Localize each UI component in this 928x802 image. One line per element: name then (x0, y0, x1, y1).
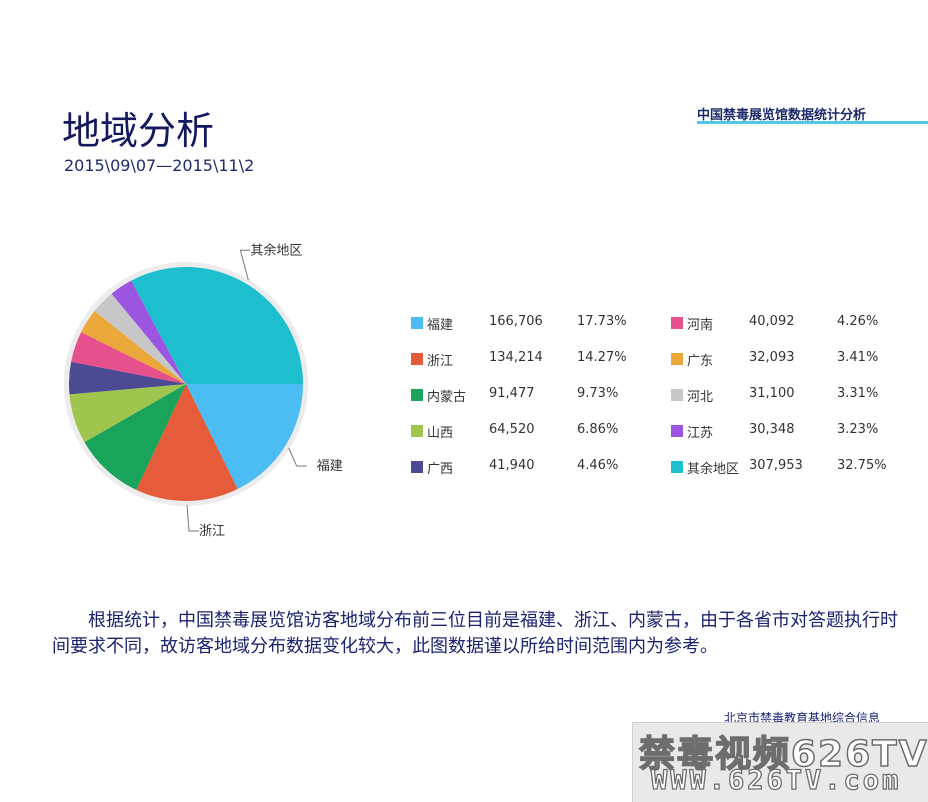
pie-slice (84, 384, 186, 490)
legend-percent: 4.26% (837, 314, 879, 329)
pie-slice (81, 311, 186, 384)
legend-value: 134,214 (489, 350, 543, 365)
legend-percent: 6.86% (577, 422, 619, 437)
legend-value: 166,706 (489, 314, 543, 329)
page-title: 地域分析 (62, 109, 215, 153)
callout-line (239, 249, 251, 281)
legend-percent: 4.46% (577, 458, 619, 473)
legend-item: 河北 31,100 3.31% (671, 385, 921, 405)
header-accent-line (697, 121, 928, 124)
legend-label: 其余地区 (687, 462, 740, 477)
legend-label: 河南 (687, 318, 714, 333)
pie-slice (136, 384, 238, 501)
date-range: 2015\09\07—2015\11\2 (64, 156, 255, 175)
legend-percent: 17.73% (577, 314, 627, 329)
legend-label: 广东 (687, 354, 714, 369)
watermark-line-1: 禁毒视频626TV (638, 733, 928, 776)
legend-swatch (671, 317, 683, 329)
legend-value: 30,348 (749, 422, 795, 437)
legend-swatch (671, 425, 683, 437)
legend-label: 江苏 (687, 426, 714, 441)
footer-source: 北京市禁毒教育基地综合信息 (724, 711, 881, 725)
legend-value: 40,092 (749, 314, 795, 329)
legend-swatch (411, 389, 423, 401)
legend-label: 河北 (687, 390, 714, 405)
legend-value: 91,477 (489, 386, 535, 401)
legend-item: 河南 40,092 4.26% (671, 313, 921, 333)
pie-slice (186, 384, 303, 489)
legend-percent: 32.75% (837, 458, 887, 473)
pie-slice (94, 293, 186, 384)
legend-label: 福建 (427, 318, 454, 333)
legend-item: 广西 41,940 4.46% (411, 457, 661, 477)
legend-label: 浙江 (427, 354, 454, 369)
legend-swatch (411, 425, 423, 437)
legend-swatch (411, 317, 423, 329)
legend-value: 32,093 (749, 350, 795, 365)
legend-value: 64,520 (489, 422, 535, 437)
legend-item: 内蒙古 91,477 9.73% (411, 385, 661, 405)
pie-slice (131, 266, 304, 384)
callout-line (288, 447, 307, 467)
legend-item: 山西 64,520 6.86% (411, 421, 661, 441)
legend-label: 内蒙古 (427, 390, 467, 405)
legend-item: 广东 32,093 3.41% (671, 349, 921, 369)
callout-label: 福建 (317, 459, 343, 474)
callout-line (186, 504, 199, 532)
description-text: 根据统计，中国禁毒展览馆访客地域分布前三位目前是福建、浙江、内蒙古，由于各省市对… (52, 610, 898, 657)
legend-swatch (411, 461, 423, 473)
legend-swatch (671, 353, 683, 365)
legend-swatch (411, 353, 423, 365)
legend-percent: 3.41% (837, 350, 879, 365)
pie-slice (69, 384, 186, 443)
legend-item: 其余地区 307,953 32.75% (671, 457, 921, 477)
legend-percent: 14.27% (577, 350, 627, 365)
legend-item: 江苏 30,348 3.23% (671, 421, 921, 441)
legend-swatch (671, 461, 683, 473)
watermark-line-2: WWW.626TV.com (650, 764, 902, 796)
legend-item: 浙江 134,214 14.27% (411, 349, 661, 369)
legend-value: 41,940 (489, 458, 535, 473)
legend-percent: 3.31% (837, 386, 879, 401)
callout-label: 其余地区 (250, 242, 302, 258)
legend-value: 31,100 (749, 386, 795, 401)
legend-percent: 9.73% (577, 386, 619, 401)
pie-slice (68, 361, 186, 395)
legend-item: 福建 166,706 17.73% (411, 313, 661, 333)
pie-slice (111, 280, 186, 384)
legend-value: 307,953 (749, 458, 803, 473)
legend-label: 山西 (427, 426, 454, 441)
legend-swatch (671, 389, 683, 401)
report-header-label: 中国禁毒展览馆数据统计分析 (697, 108, 867, 123)
callout-label: 浙江 (199, 524, 225, 539)
legend-label: 广西 (427, 462, 454, 477)
pie-slice (71, 332, 186, 384)
watermark-logo: 禁毒视频626TV WWW.626TV.com (632, 722, 928, 802)
legend-percent: 3.23% (837, 422, 879, 437)
